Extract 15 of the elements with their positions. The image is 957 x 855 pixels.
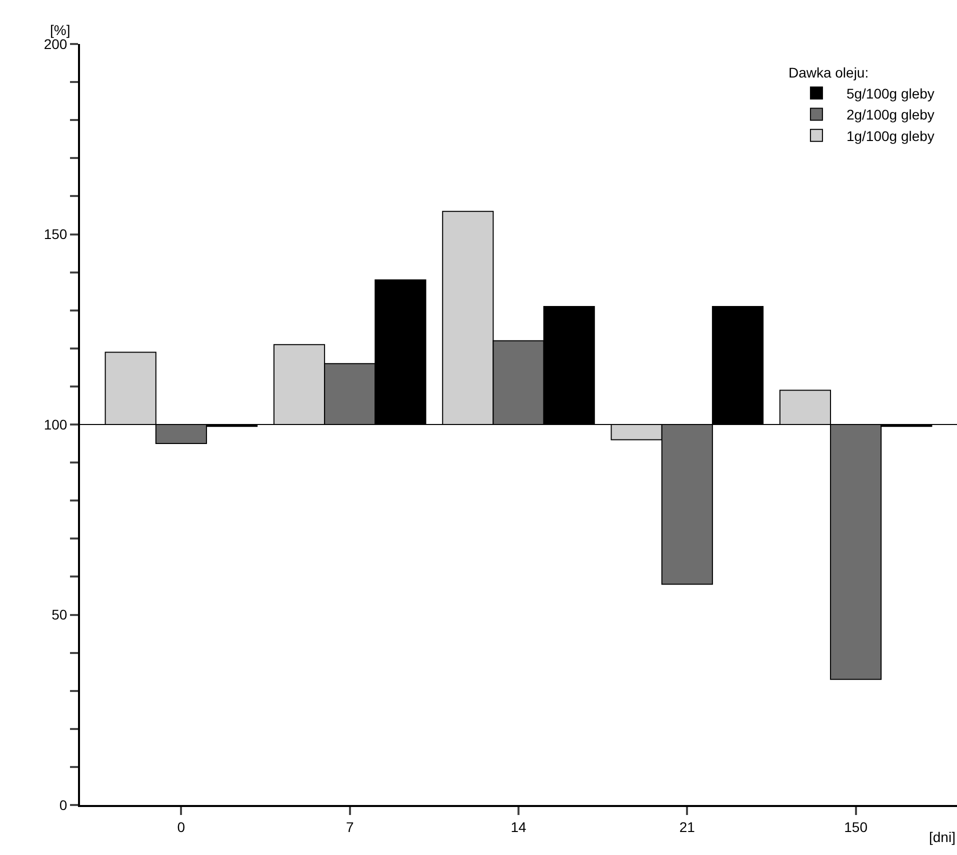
y-tick-label: 150	[44, 226, 68, 242]
x-tick-label: 7	[346, 818, 354, 835]
x-tick-label: 150	[844, 818, 868, 835]
x-tick-label: 21	[679, 818, 696, 835]
legend-label: 5g/100g gleby	[846, 85, 934, 102]
legend-label: 2g/100g gleby	[846, 106, 934, 123]
x-tick-label: 0	[177, 818, 186, 835]
y-axis-title: [%]	[50, 22, 70, 38]
x-axis-title: [dni]	[929, 829, 956, 845]
y-tick-label: 50	[52, 606, 68, 623]
legend-title: Dawka oleju:	[788, 64, 869, 80]
y-tick-label: 0	[59, 796, 68, 813]
y-tick-label: 100	[44, 416, 68, 432]
legend-label: 1g/100g gleby	[846, 128, 934, 144]
x-tick-label: 14	[510, 818, 526, 835]
